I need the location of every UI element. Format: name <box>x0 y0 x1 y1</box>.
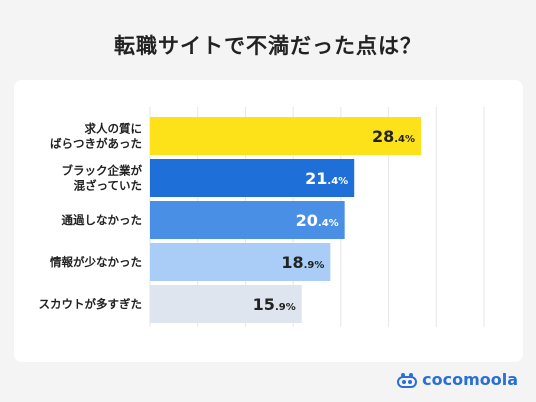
bar <box>150 117 422 155</box>
category-label: 通過しなかった <box>62 213 143 227</box>
bar <box>150 285 302 323</box>
category-label: スカウトが多すぎた <box>39 297 143 311</box>
data-label: 28.4% <box>372 127 415 146</box>
bar <box>150 159 355 197</box>
brand-name: cocomoola <box>422 370 518 389</box>
chart-card: 求人の質にばらつきがあった 28.4% ブラック企業が混ざっていた 21.4% 通過しな… <box>14 80 523 362</box>
chart-title: 転職サイトで不満だった点は？ <box>114 34 422 58</box>
bar-chart: 求人の質にばらつきがあった 28.4% ブラック企業が混ざっていた 21.4% 通過しな… <box>39 107 485 327</box>
data-label: 20.4% <box>296 211 339 230</box>
bar <box>150 243 331 281</box>
category-label: 求人の質にばらつきがあった <box>50 122 142 151</box>
data-label: 15.9% <box>253 295 296 314</box>
category-label: ブラック企業が混ざっていた <box>62 164 143 193</box>
cocomoola-logo-icon <box>397 372 418 388</box>
data-label: 18.9% <box>281 253 324 272</box>
category-label: 情報が少なかった <box>49 255 142 269</box>
bar <box>150 201 345 239</box>
brand-logo: cocomoola <box>397 370 518 389</box>
data-label: 21.4% <box>305 169 348 188</box>
